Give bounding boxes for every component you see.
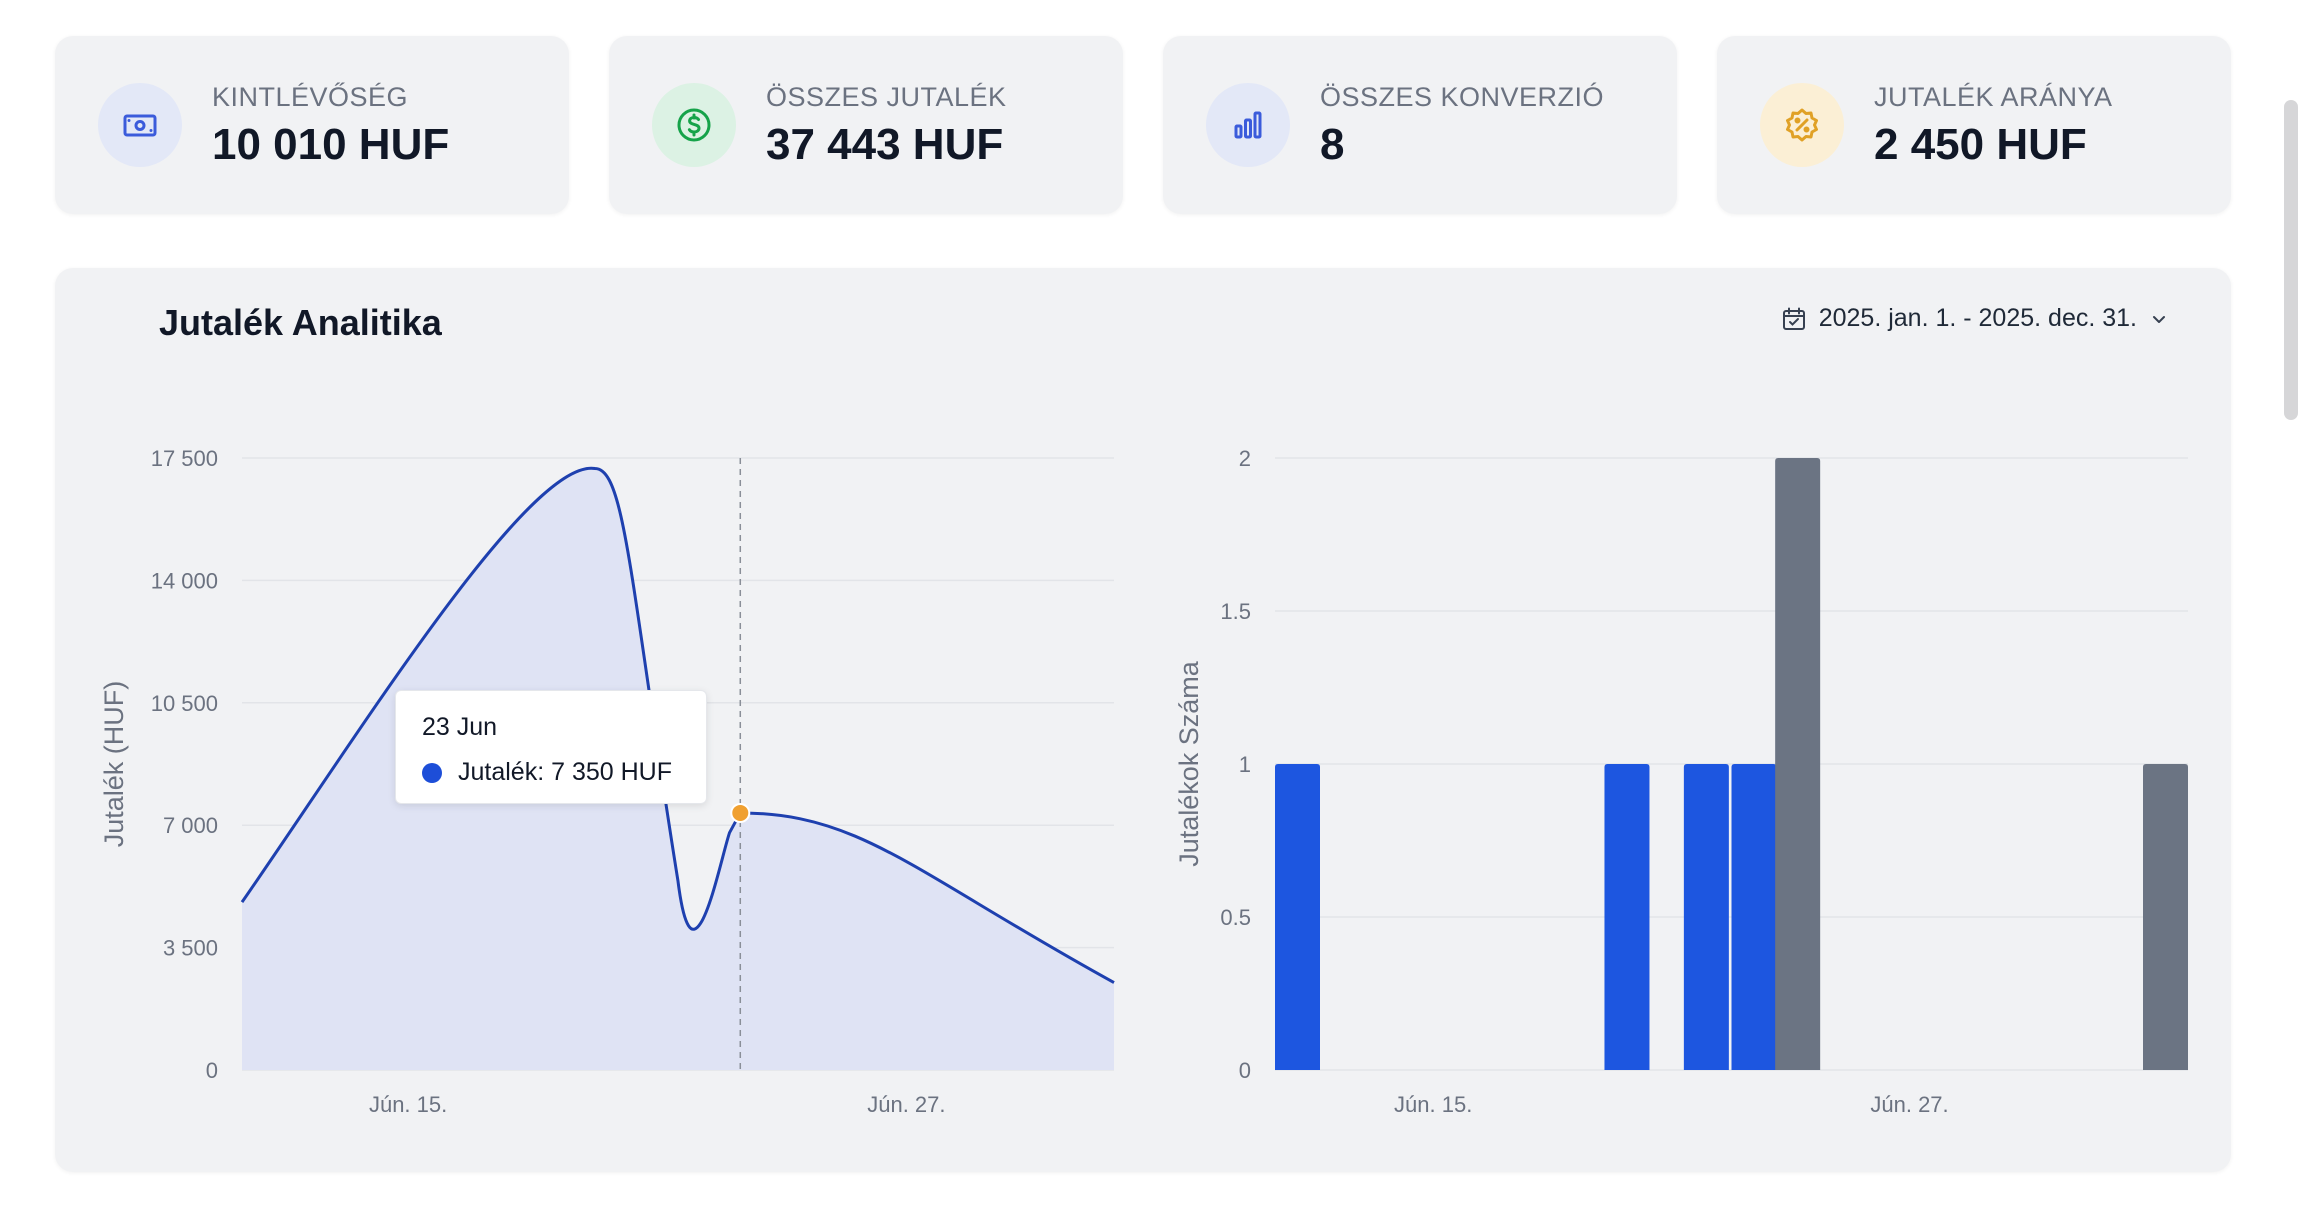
chart-tooltip: 23 Jun Jutalék: 7 350 HUF bbox=[395, 690, 707, 804]
stat-label: JUTALÉK ARÁNYA bbox=[1874, 81, 2113, 112]
stat-card-total-commission: ÖSSZES JUTALÉK 37 443 HUF bbox=[609, 36, 1123, 214]
y-tick-label: 14 000 bbox=[151, 568, 218, 593]
stat-card-commission-rate: JUTALÉK ARÁNYA 2 450 HUF bbox=[1717, 36, 2231, 214]
y-tick-label: 17 500 bbox=[151, 446, 218, 471]
y-tick-label: 7 000 bbox=[163, 813, 218, 838]
stat-value: 37 443 HUF bbox=[766, 119, 1004, 169]
y-tick-label: 10 500 bbox=[151, 691, 218, 716]
money-icon bbox=[98, 83, 182, 167]
y-axis-title: Jutalék (HUF) bbox=[99, 681, 129, 848]
stat-card-outstanding: KINTLÉVŐSÉG 10 010 HUF bbox=[55, 36, 569, 214]
percent-badge-icon bbox=[1760, 83, 1844, 167]
bar-chart-icon bbox=[1206, 83, 1290, 167]
chevron-down-icon bbox=[2153, 315, 2165, 323]
area-fill bbox=[242, 468, 1114, 1071]
tooltip-value: Jutalék: 7 350 HUF bbox=[458, 758, 672, 786]
scrollbar-thumb[interactable] bbox=[2284, 100, 2298, 420]
stat-label: KINTLÉVŐSÉG bbox=[212, 81, 409, 112]
date-range-picker[interactable]: 2025. jan. 1. - 2025. dec. 31. bbox=[1781, 304, 2169, 333]
stats-cards: KINTLÉVŐSÉG 10 010 HUF ÖSSZES JUTALÉK 37… bbox=[55, 36, 2231, 214]
panel-title: Jutalék Analitika bbox=[159, 302, 442, 343]
commission-line-chart: 0 3 500 7 000 10 500 14 000 17 500 Jún. 15. Jún… bbox=[99, 446, 1115, 1117]
tooltip-date: 23 Jun bbox=[422, 713, 498, 741]
tooltip-series-dot bbox=[422, 762, 442, 783]
hover-point bbox=[730, 802, 751, 823]
stat-label: ÖSSZES KONVERZIÓ bbox=[1320, 81, 1605, 112]
stat-value: 10 010 HUF bbox=[212, 119, 450, 169]
stat-value: 8 bbox=[1320, 119, 1345, 169]
y-tick-label: 0 bbox=[206, 1058, 218, 1083]
dollar-icon bbox=[652, 83, 736, 167]
calendar-icon bbox=[1782, 307, 1805, 330]
y-tick-label: 3 500 bbox=[163, 936, 218, 961]
x-tick-label: Jún. 27. bbox=[867, 1092, 945, 1117]
stat-value: 2 450 HUF bbox=[1874, 119, 2087, 169]
stat-label: ÖSSZES JUTALÉK bbox=[766, 81, 1007, 112]
x-tick-label: Jún. 15. bbox=[369, 1092, 447, 1117]
date-range-label: 2025. jan. 1. - 2025. dec. 31. bbox=[1818, 304, 2137, 332]
stat-card-conversions: ÖSSZES KONVERZIÓ 8 bbox=[1163, 36, 1677, 214]
